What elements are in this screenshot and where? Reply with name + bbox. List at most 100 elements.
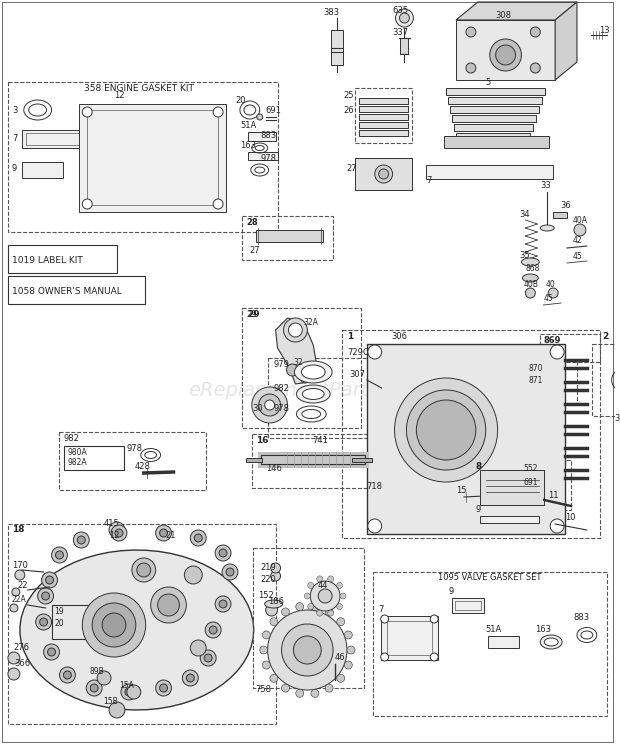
Bar [26,133,82,145]
Bar [359,122,409,128]
Bar [367,344,565,534]
Circle shape [8,668,20,680]
Text: 3: 3 [614,414,620,423]
Circle shape [268,610,347,690]
Circle shape [300,373,310,383]
Circle shape [281,608,290,616]
Text: 18: 18 [12,525,24,534]
Circle shape [270,674,278,682]
Text: 306: 306 [392,332,407,341]
Circle shape [51,547,68,563]
Text: 27: 27 [250,246,260,254]
Bar [342,330,600,538]
Circle shape [157,594,179,616]
Text: 758: 758 [256,685,272,694]
Ellipse shape [521,258,539,266]
Circle shape [8,652,20,664]
Text: 982: 982 [273,383,290,393]
Text: 16: 16 [256,435,268,444]
Circle shape [137,563,151,577]
Text: 163: 163 [535,626,551,635]
Circle shape [530,27,540,37]
Text: 45: 45 [573,251,583,260]
Bar [359,114,409,120]
Bar [359,98,409,104]
Bar [253,548,364,688]
Text: 383: 383 [323,7,339,16]
Text: 15B: 15B [103,698,118,707]
Ellipse shape [244,105,256,115]
Polygon shape [456,2,577,20]
Circle shape [296,690,304,697]
Bar [452,115,536,122]
Circle shape [310,581,340,611]
Circle shape [194,534,202,542]
Bar [456,133,530,140]
Ellipse shape [540,635,562,649]
Bar [480,516,539,523]
Text: 9: 9 [448,588,453,597]
Bar [488,636,520,648]
Circle shape [190,530,206,546]
Circle shape [257,114,263,120]
Text: 51A: 51A [485,626,502,635]
Text: 40: 40 [545,280,555,289]
Bar [261,455,365,464]
Circle shape [286,364,298,376]
Text: 28: 28 [247,217,259,226]
Bar [455,601,480,610]
Text: 978: 978 [261,153,277,162]
Bar [8,82,278,232]
Circle shape [337,583,343,589]
Bar [331,30,343,65]
Circle shape [368,519,382,533]
Circle shape [266,604,278,616]
Text: 32A: 32A [303,318,318,327]
Bar [256,230,323,242]
Text: 22: 22 [18,580,29,589]
Circle shape [293,636,321,664]
Text: 220: 220 [261,576,277,585]
Bar [355,88,412,143]
Ellipse shape [144,452,157,458]
Text: 51A: 51A [240,121,256,129]
Circle shape [60,667,76,683]
Polygon shape [20,550,254,710]
Circle shape [184,566,202,584]
Circle shape [43,644,60,660]
Circle shape [15,570,25,580]
Bar [525,360,577,404]
Circle shape [213,199,223,209]
Text: 718: 718 [367,481,383,490]
Circle shape [265,400,275,410]
Text: 871: 871 [528,376,542,385]
Circle shape [46,576,53,584]
Circle shape [548,288,558,298]
Bar [79,104,226,212]
Text: 8: 8 [476,461,482,470]
Circle shape [288,323,303,337]
Bar [242,308,361,428]
Bar [480,470,544,505]
Circle shape [56,551,63,559]
Circle shape [159,684,167,692]
Text: 980A: 980A [68,447,87,457]
Text: 219: 219 [261,563,277,572]
Text: 276: 276 [14,644,30,652]
Circle shape [127,685,141,699]
Ellipse shape [296,385,330,403]
Text: 337: 337 [392,28,409,36]
Text: eReplacementParts.com: eReplacementParts.com [188,380,427,400]
Circle shape [12,588,20,596]
Text: 34: 34 [520,210,530,219]
Circle shape [308,603,314,609]
Text: 19: 19 [55,606,64,615]
Text: 35: 35 [520,251,530,260]
Text: 20: 20 [235,95,246,104]
Bar [60,432,206,490]
Circle shape [82,199,92,209]
Text: 7: 7 [12,133,17,143]
Circle shape [78,536,86,544]
Text: 691: 691 [266,106,281,115]
Text: 13: 13 [599,25,609,34]
